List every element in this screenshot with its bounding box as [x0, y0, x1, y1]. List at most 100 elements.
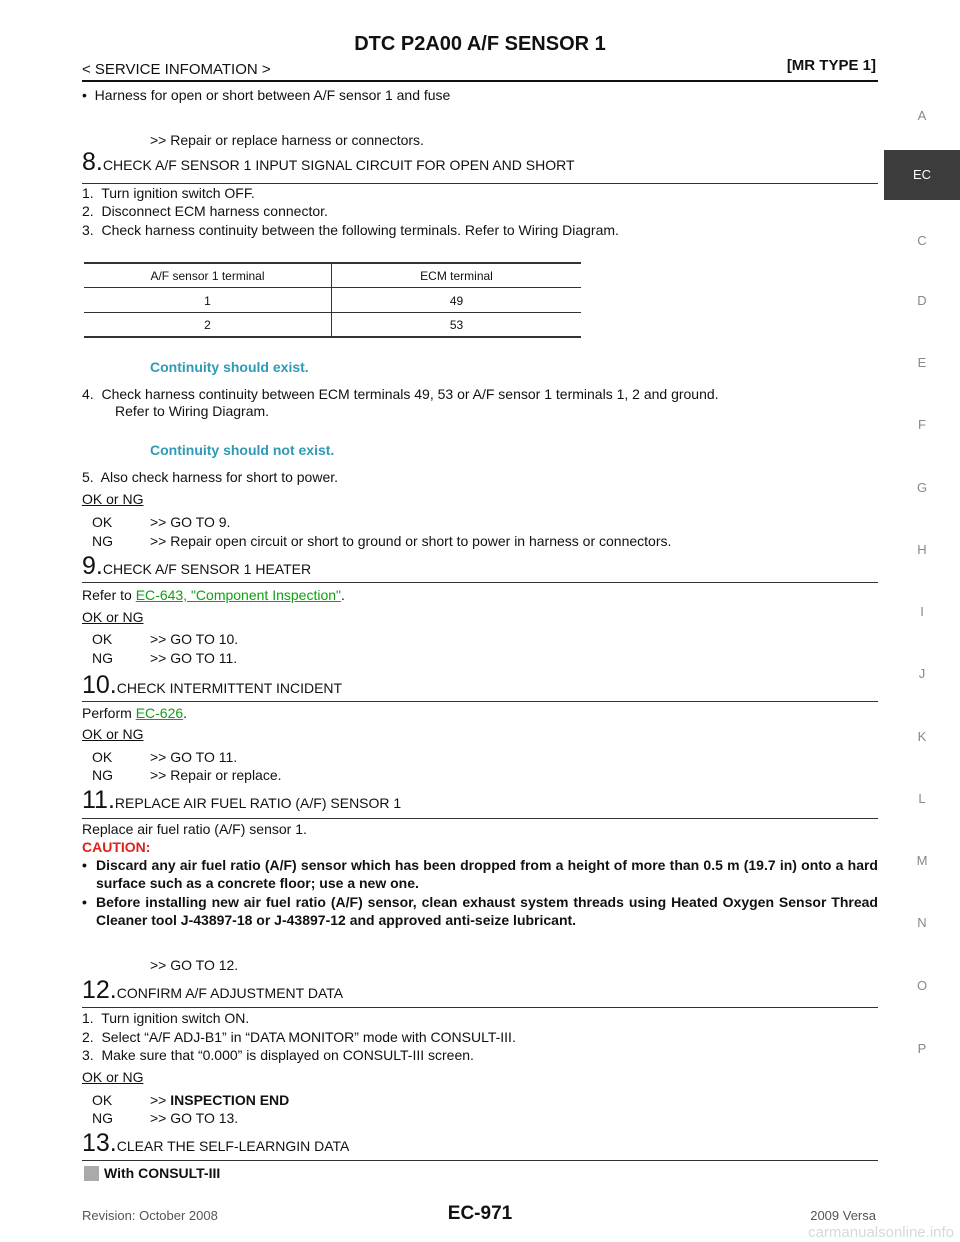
footer-model: 2009 Versa: [810, 1208, 876, 1223]
list-item: 2. Select “A/F ADJ-B1” in “DATA MONITOR”…: [82, 1029, 516, 1045]
result: >> Repair open circuit or short to groun…: [150, 533, 672, 549]
page-title: DTC P2A00 A/F SENSOR 1: [354, 33, 606, 55]
result-label: NG: [92, 650, 113, 666]
step-heading: 13.CLEAR THE SELF-LEARNGIN DATA: [82, 1129, 349, 1161]
text: Replace air fuel ratio (A/F) sensor 1.: [82, 821, 307, 837]
table-rule: [84, 336, 581, 338]
table-cell: 49: [449, 294, 464, 308]
note: Continuity should exist.: [150, 359, 309, 375]
caution: CAUTION:: [82, 839, 151, 855]
step-title: REPLACE AIR FUEL RATIO (A/F) SENSOR 1: [114, 795, 402, 811]
rule: [82, 818, 878, 819]
side-tab[interactable]: A: [917, 108, 927, 123]
link[interactable]: EC-626: [135, 705, 184, 721]
ok-ng: OK or NG: [82, 726, 144, 742]
text: Refer to EC-643, "Component Inspection".: [82, 586, 345, 604]
watermark: carmanualsonline.info: [808, 1224, 954, 1241]
result-label: OK: [92, 514, 113, 530]
ok-ng: OK or NG: [82, 491, 144, 507]
side-tab[interactable]: EC: [884, 150, 960, 200]
result: >>: [150, 1092, 171, 1108]
table-rule: [84, 262, 581, 264]
side-tab[interactable]: N: [917, 915, 927, 930]
list-item: 4. Check harness continuity between ECM …: [82, 386, 719, 402]
ok-ng: OK or NG: [82, 609, 144, 625]
subheading: With CONSULT-III: [104, 1165, 221, 1181]
link[interactable]: EC-643, "Component Inspection": [135, 587, 341, 603]
side-tab[interactable]: K: [917, 729, 927, 744]
result-label: NG: [92, 533, 113, 549]
result-label: OK: [92, 631, 113, 647]
table-rule: [84, 312, 581, 313]
side-tab[interactable]: O: [916, 978, 928, 993]
step-heading: 9.CHECK A/F SENSOR 1 HEATER: [82, 552, 311, 584]
result: >> GO TO 12.: [150, 957, 239, 973]
consult-icon: [84, 1166, 99, 1181]
result-label: NG: [92, 1110, 113, 1126]
list-item: 1. Turn ignition switch ON.: [82, 1010, 250, 1026]
side-tab[interactable]: M: [916, 853, 928, 868]
step-number: 12.: [82, 976, 117, 1004]
table-header: ECM terminal: [420, 269, 493, 283]
result-label: NG: [92, 767, 113, 783]
result: >> INSPECTION END: [150, 1091, 289, 1109]
text: Refer to: [82, 587, 136, 603]
table-rule: [331, 264, 332, 336]
step-heading: 11.REPLACE AIR FUEL RATIO (A/F) SENSOR 1: [82, 786, 401, 818]
text: Perform EC-626.: [82, 704, 187, 722]
result: >> GO TO 11.: [150, 650, 238, 666]
step-heading: 10.CHECK INTERMITTENT INCIDENT: [82, 671, 342, 703]
result: >> GO TO 9.: [150, 514, 231, 530]
rule: [82, 701, 878, 702]
page-number: EC-971: [447, 1203, 513, 1224]
step-title: CHECK A/F SENSOR 1 INPUT SIGNAL CIRCUIT …: [102, 157, 575, 173]
rule: [82, 183, 878, 184]
model-label: [MR TYPE 1]: [786, 57, 876, 74]
step-number: 9.: [82, 552, 103, 580]
result-emphasis: INSPECTION END: [170, 1092, 290, 1108]
ok-ng: OK or NG: [82, 1069, 144, 1085]
list-item: 3. Make sure that “0.000” is displayed o…: [82, 1047, 474, 1063]
step-title: CONFIRM A/F ADJUSTMENT DATA: [116, 985, 344, 1001]
caution-bullet: Before installing new air fuel ratio (A/…: [82, 893, 878, 929]
list-item: 5. Also check harness for short to power…: [82, 469, 339, 485]
side-tab[interactable]: J: [918, 666, 926, 681]
text: .: [340, 587, 345, 603]
list-item: 1. Turn ignition switch OFF.: [82, 185, 255, 201]
side-tab[interactable]: P: [917, 1041, 927, 1056]
step-heading: 8.CHECK A/F SENSOR 1 INPUT SIGNAL CIRCUI…: [82, 148, 575, 180]
table-cell: 53: [449, 318, 464, 332]
side-tab[interactable]: E: [917, 355, 927, 370]
rule: [82, 1007, 878, 1008]
header-rule: [82, 80, 878, 82]
step-title: CHECK A/F SENSOR 1 HEATER: [102, 561, 312, 577]
table-header: A/F sensor 1 terminal: [150, 269, 265, 283]
step-title: CLEAR THE SELF-LEARNGIN DATA: [116, 1138, 350, 1154]
table-rule: [84, 287, 581, 288]
result: >> GO TO 10.: [150, 631, 239, 647]
text: • Harness for open or short between A/F …: [82, 87, 451, 103]
side-tab[interactable]: I: [920, 604, 924, 619]
side-tab[interactable]: C: [917, 233, 927, 248]
rule: [82, 582, 878, 583]
side-tab[interactable]: D: [917, 293, 927, 308]
text: .: [183, 705, 188, 721]
side-tab[interactable]: H: [917, 542, 927, 557]
result: >> Repair or replace harness or connecto…: [150, 132, 424, 148]
section-label: < SERVICE INFOMATION >: [82, 61, 271, 78]
side-tab[interactable]: G: [916, 480, 928, 495]
step-number: 8.: [82, 148, 103, 176]
text: Perform: [82, 705, 136, 721]
table-cell: 1: [204, 294, 211, 308]
rule: [82, 1160, 878, 1161]
step-number: 13.: [82, 1129, 117, 1157]
side-tab[interactable]: L: [918, 791, 926, 806]
result: >> GO TO 13.: [150, 1110, 239, 1126]
result-label: OK: [92, 749, 113, 765]
table-cell: 2: [204, 318, 211, 332]
side-tab[interactable]: F: [918, 417, 926, 432]
step-title: CHECK INTERMITTENT INCIDENT: [116, 680, 343, 696]
result: >> Repair or replace.: [150, 767, 282, 783]
list-item: Refer to Wiring Diagram.: [115, 403, 270, 419]
